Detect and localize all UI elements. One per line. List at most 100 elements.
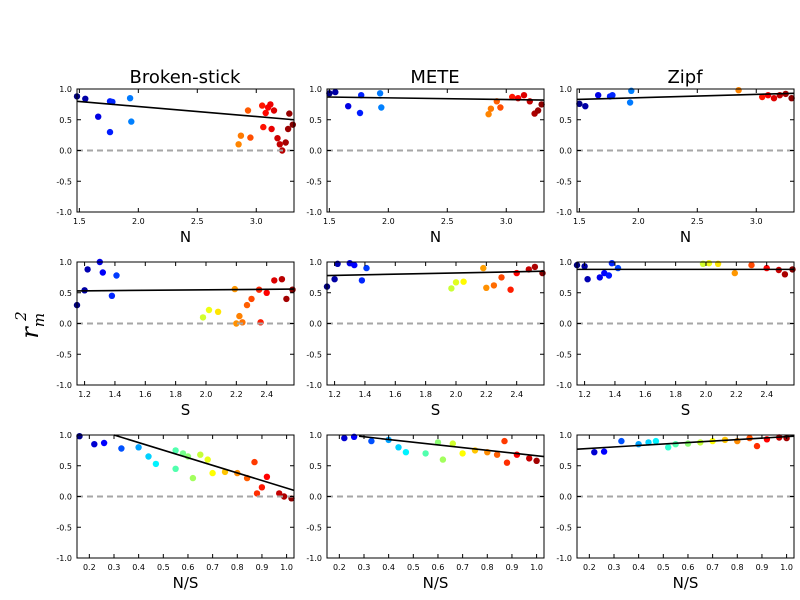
y-tick-label: -0.5	[306, 177, 322, 186]
data-point	[82, 95, 89, 103]
data-point	[605, 272, 613, 279]
x-axis-label: N	[180, 228, 191, 246]
data-point	[331, 276, 338, 283]
data-point	[214, 308, 222, 315]
data-point	[100, 439, 108, 447]
y-tick-label: -1.0	[556, 381, 572, 390]
x-tick-label: 1.5	[573, 217, 586, 226]
y-tick-label: 1.0	[309, 85, 322, 94]
panel-mete-n: -1.0 -0.5 0.0 0.5 1.0 1.5 2.0 2.5 3.0 N	[306, 85, 545, 246]
x-tick-label: 2.0	[200, 390, 213, 399]
data-point	[280, 493, 288, 500]
data-point	[609, 92, 616, 99]
data-point	[513, 451, 521, 458]
x-tick-label: 1.2	[328, 390, 341, 399]
data-point	[600, 448, 608, 455]
x-axis-label: S	[181, 401, 191, 419]
panel-mete-ns: -1.0 -0.5 0.0 0.5 1.0 0.2 0.3 0.4 0.5 0.6 0.7 0.8 0.…	[306, 431, 545, 592]
data-point	[332, 88, 339, 96]
data-point	[459, 450, 466, 457]
data-point	[452, 279, 460, 286]
data-point	[460, 278, 467, 285]
data-point	[135, 444, 142, 451]
data-point	[584, 276, 591, 283]
data-point	[596, 274, 603, 281]
y-tick-label: 1.0	[559, 85, 572, 94]
data-point	[152, 460, 160, 468]
data-point	[172, 465, 179, 472]
data-point	[95, 113, 102, 120]
data-point	[282, 139, 289, 146]
data-point	[493, 451, 501, 458]
x-tick-label: 0.7	[456, 563, 469, 572]
data-point	[626, 99, 634, 106]
data-point	[270, 107, 278, 114]
x-tick-label: 1.0	[280, 563, 293, 572]
panel-zipf-s: -1.0 -0.5 0.0 0.5 1.0 1.2 1.4 1.6 1.8 2.0 2.2 2.4 S	[556, 258, 796, 419]
x-tick-label: 0.5	[157, 563, 170, 572]
data-point	[284, 125, 292, 133]
data-point	[448, 285, 455, 292]
y-tick-label: -0.5	[556, 350, 572, 359]
x-axis-label: N	[680, 228, 691, 246]
x-tick-label: 1.4	[609, 390, 622, 399]
panel-broken-stick-ns: -1.0 -0.5 0.0 0.5 1.0 0.2 0.3 0.4 0.5 0.6 0.7 0.8 0.…	[56, 431, 295, 592]
data-point	[534, 107, 542, 114]
x-axis-label: N/S	[673, 574, 699, 592]
x-tick-label: 2.0	[382, 217, 395, 226]
data-point	[376, 90, 384, 97]
data-point	[236, 312, 243, 320]
x-tick-label: 1.5	[73, 217, 86, 226]
y-tick-label: -1.0	[306, 208, 322, 217]
data-point	[538, 101, 545, 108]
y-tick-label: -0.5	[56, 523, 72, 532]
panel-zipf-n: -1.0 -0.5 0.0 0.5 1.0 1.5 2.0 2.5 3.0 N	[556, 85, 795, 246]
x-tick-label: 1.0	[530, 563, 543, 572]
x-axis-label: S	[681, 401, 691, 419]
panel-grid: -1.0 -0.5 0.0 0.5 1.0 1.5 2.0 2.5 3.0 N -1.0 -0.5 0.…	[56, 85, 796, 592]
column-title-zipf: Zipf	[667, 67, 703, 88]
data-point	[204, 456, 211, 463]
data-point	[363, 264, 370, 272]
data-point	[449, 440, 456, 447]
data-point	[487, 105, 495, 112]
x-tick-label: 2.0	[132, 217, 145, 226]
data-point	[172, 447, 179, 454]
x-tick-label: 0.2	[83, 563, 96, 572]
x-tick-label: 0.8	[481, 563, 494, 572]
data-point	[118, 445, 125, 452]
data-point	[753, 442, 761, 450]
data-point	[257, 319, 264, 326]
data-point	[608, 260, 616, 267]
y-tick-label: 0.0	[559, 320, 572, 329]
data-point	[145, 453, 152, 460]
data-point	[395, 444, 402, 451]
data-point	[243, 301, 251, 309]
data-point	[731, 269, 738, 277]
x-tick-label: 2.4	[260, 390, 273, 399]
x-axis-label: N/S	[423, 574, 449, 592]
data-point	[286, 110, 293, 117]
data-point	[483, 284, 490, 291]
data-point	[781, 271, 789, 278]
y-axis-label-main: r	[16, 326, 44, 339]
x-tick-label: 2.2	[730, 390, 743, 399]
x-tick-label: 0.6	[182, 563, 195, 572]
x-tick-label: 0.6	[432, 563, 445, 572]
data-point	[289, 121, 296, 128]
x-tick-label: 1.8	[419, 390, 432, 399]
y-axis-label-sup: 2	[12, 311, 30, 322]
x-tick-label: 2.0	[632, 217, 645, 226]
y-tick-label: 0.0	[309, 493, 322, 502]
data-point	[263, 289, 270, 296]
y-tick-label: -1.0	[556, 208, 572, 217]
x-tick-label: 1.8	[169, 390, 182, 399]
data-point	[197, 451, 204, 458]
data-point	[507, 286, 514, 293]
x-tick-label: 1.4	[109, 390, 122, 399]
regression-line	[326, 96, 545, 101]
data-point	[533, 457, 540, 464]
data-point	[422, 450, 429, 457]
